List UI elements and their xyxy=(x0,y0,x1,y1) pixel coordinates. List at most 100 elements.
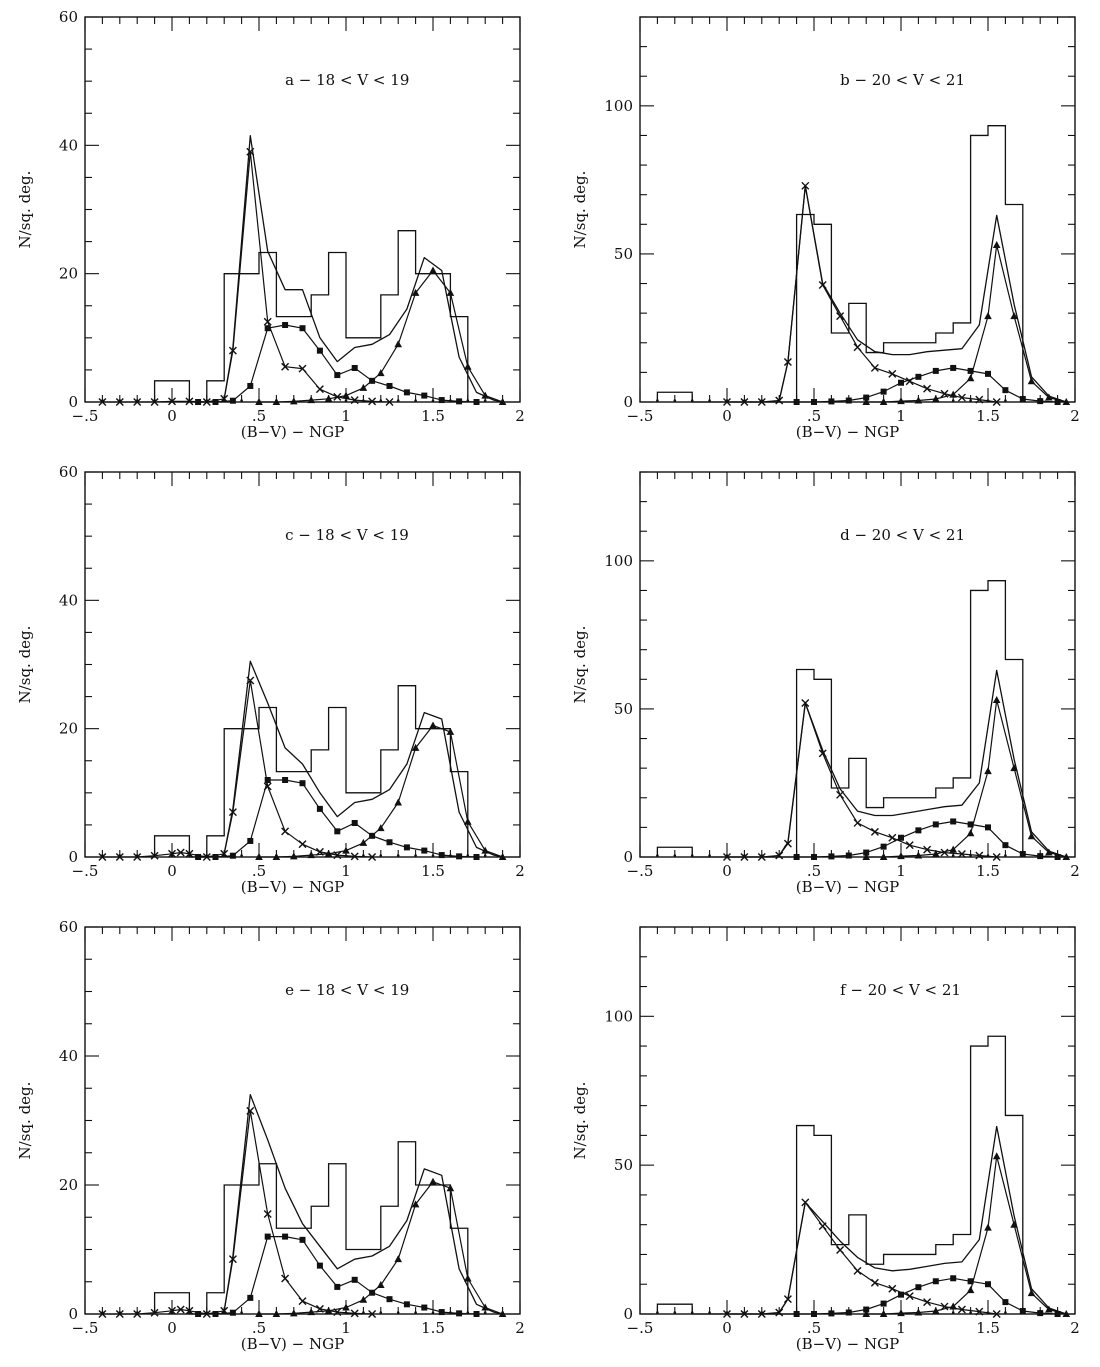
data-point-square xyxy=(915,827,922,834)
histogram-bar xyxy=(988,1036,1005,1314)
x-tick-label: 0 xyxy=(722,862,732,880)
data-point-cross xyxy=(263,1210,272,1219)
data-point-square xyxy=(386,382,393,389)
data-point-triangle xyxy=(966,829,975,837)
y-axis-title: N/sq. deg. xyxy=(571,626,589,704)
data-point-triangle xyxy=(1045,848,1053,856)
data-point-cross xyxy=(975,851,984,860)
baseline-dot xyxy=(483,1311,487,1314)
baseline-dot xyxy=(690,399,694,402)
panel-label: e − 18 < V < 19 xyxy=(285,981,409,999)
histogram-bar xyxy=(416,274,433,402)
data-point-cross xyxy=(740,398,749,406)
y-tick-label: 100 xyxy=(604,1007,633,1025)
data-point-cross xyxy=(133,853,142,861)
y-tick-label: 40 xyxy=(59,1047,78,1065)
data-point-square xyxy=(932,367,939,374)
series-line xyxy=(198,779,477,858)
data-point-cross xyxy=(957,393,966,402)
data-point-square xyxy=(229,397,236,404)
data-point-cross xyxy=(133,398,142,406)
baseline-dot xyxy=(656,1311,659,1314)
y-tick-label: 0 xyxy=(623,393,633,411)
baseline-dot xyxy=(969,399,972,402)
data-point-triangle xyxy=(879,853,888,860)
series-triangle xyxy=(862,696,1071,860)
histogram-bar xyxy=(971,1046,988,1314)
data-point-triangle xyxy=(914,851,923,859)
y-axis-title: N/sq. deg. xyxy=(16,626,34,704)
histogram-bar xyxy=(901,343,918,402)
data-point-square xyxy=(1002,842,1009,849)
series-line xyxy=(223,660,503,858)
data-point-square xyxy=(212,1311,219,1317)
data-point-square xyxy=(1019,396,1026,403)
data-point-cross xyxy=(870,1278,879,1287)
histogram-bar xyxy=(363,338,380,402)
data-point-square xyxy=(299,325,306,332)
data-point-triangle xyxy=(966,1286,975,1294)
y-tick-label: 0 xyxy=(623,1305,633,1323)
data-point-cross xyxy=(350,852,359,861)
data-point-triangle xyxy=(897,852,905,860)
data-point-square xyxy=(950,364,957,371)
data-point-cross xyxy=(775,1308,784,1317)
data-point-square xyxy=(950,1275,957,1282)
data-point-square xyxy=(863,849,870,856)
baseline-dot xyxy=(414,399,417,402)
histogram-bar xyxy=(831,788,848,857)
data-point-square xyxy=(793,1311,800,1317)
data-point-triangle xyxy=(394,340,402,348)
data-point-cross xyxy=(176,848,185,857)
data-point-triangle xyxy=(862,1310,870,1317)
data-point-square xyxy=(334,1283,341,1290)
data-point-cross xyxy=(723,398,731,406)
histogram-bar xyxy=(988,581,1005,857)
data-point-cross xyxy=(168,1306,176,1315)
data-point-square xyxy=(403,1301,410,1308)
x-tick-label: 2 xyxy=(1070,862,1080,880)
data-point-square xyxy=(793,399,800,405)
series-line xyxy=(223,1094,503,1315)
series-square xyxy=(793,1275,1061,1317)
data-point-cross xyxy=(740,853,749,861)
data-point-square xyxy=(456,1310,463,1317)
data-point-triangle xyxy=(377,1280,385,1288)
series-line xyxy=(727,702,997,858)
histogram-bar xyxy=(416,729,433,857)
y-tick-label: 40 xyxy=(59,136,78,154)
data-point-square xyxy=(351,1276,358,1283)
data-point-cross xyxy=(723,853,731,861)
data-point-square xyxy=(898,379,904,386)
baseline-dot xyxy=(414,854,417,857)
data-point-triangle xyxy=(1027,1289,1036,1297)
data-point-square xyxy=(932,1278,939,1285)
histogram-bar xyxy=(242,1185,259,1314)
data-point-cross xyxy=(98,1310,107,1318)
data-point-triangle xyxy=(949,845,957,853)
data-point-triangle xyxy=(394,798,402,806)
data-point-square xyxy=(264,325,271,332)
data-point-square xyxy=(438,397,445,404)
data-point-square xyxy=(212,854,219,860)
data-point-square xyxy=(845,852,852,859)
data-point-square xyxy=(793,854,800,860)
data-point-square xyxy=(985,370,991,377)
x-tick-label: 0 xyxy=(167,1319,177,1337)
data-point-cross xyxy=(940,848,949,857)
histogram-bar xyxy=(398,686,415,857)
series-cross xyxy=(723,181,1001,406)
data-point-square xyxy=(1002,1299,1009,1306)
baseline-dot xyxy=(240,399,243,402)
data-point-triangle xyxy=(446,727,455,735)
plot-frame xyxy=(639,16,1076,403)
data-point-cross xyxy=(957,1305,966,1314)
data-point-square xyxy=(473,399,480,405)
y-tick-label: 0 xyxy=(68,848,78,866)
data-point-triangle xyxy=(984,312,992,320)
data-point-triangle xyxy=(290,852,298,860)
baseline-dot xyxy=(396,854,400,857)
histogram-observed xyxy=(656,125,1024,403)
series-total xyxy=(223,660,503,858)
